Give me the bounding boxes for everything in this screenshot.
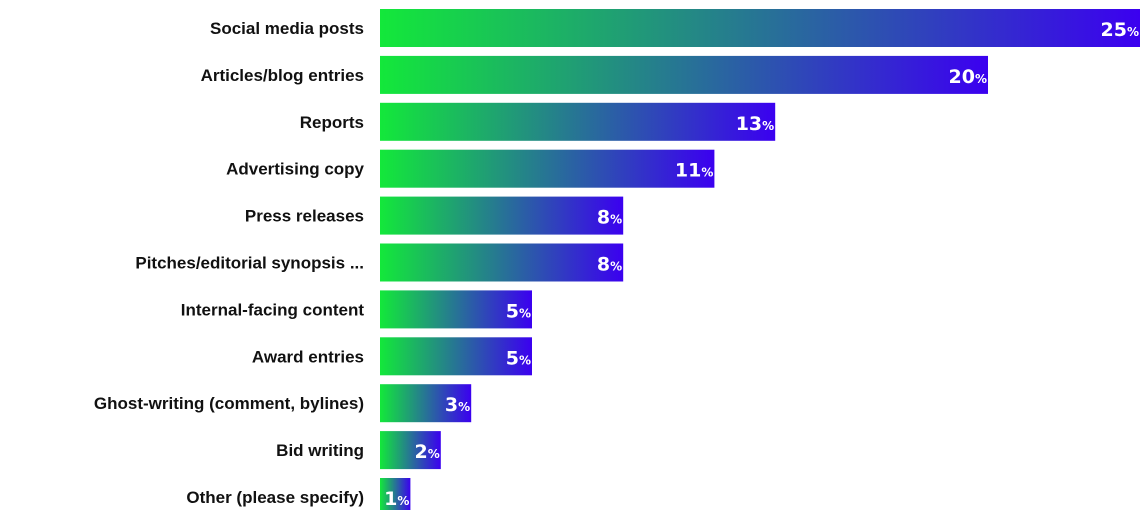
category-label: Articles/blog entries (201, 66, 364, 85)
bar (380, 337, 532, 376)
value-label: 5% (506, 347, 531, 369)
category-label: Reports (300, 113, 364, 132)
category-label: Bid writing (276, 441, 364, 460)
bar (380, 9, 1140, 47)
category-label: Award entries (252, 347, 364, 366)
bar (380, 290, 532, 329)
category-label: Other (please specify) (186, 488, 364, 507)
bar (380, 102, 776, 141)
value-label: 20% (949, 66, 987, 88)
value-label: 11% (675, 160, 713, 182)
value-label: 13% (736, 113, 774, 135)
value-label: 5% (506, 300, 531, 322)
value-label: 2% (415, 441, 440, 463)
bar (380, 243, 624, 282)
category-label: Press releases (245, 207, 364, 226)
value-label: 25% (1101, 19, 1139, 41)
bar (380, 149, 715, 188)
bar (380, 196, 624, 235)
value-label: 8% (597, 254, 622, 276)
category-label: Pitches/editorial synopsis ... (135, 254, 364, 273)
bar (380, 478, 411, 510)
value-label: 1% (384, 488, 409, 510)
bar (380, 55, 988, 94)
value-label: 3% (445, 394, 470, 416)
category-label: Advertising copy (226, 160, 364, 179)
bar (380, 431, 441, 470)
category-label: Internal-facing content (181, 300, 365, 319)
bars-group: Social media posts 25% Articles/blog entri… (94, 9, 1140, 510)
category-label: Social media posts (210, 19, 364, 38)
value-label: 8% (597, 207, 622, 229)
category-label: Ghost-writing (comment, bylines) (94, 394, 364, 413)
bar (380, 384, 472, 423)
